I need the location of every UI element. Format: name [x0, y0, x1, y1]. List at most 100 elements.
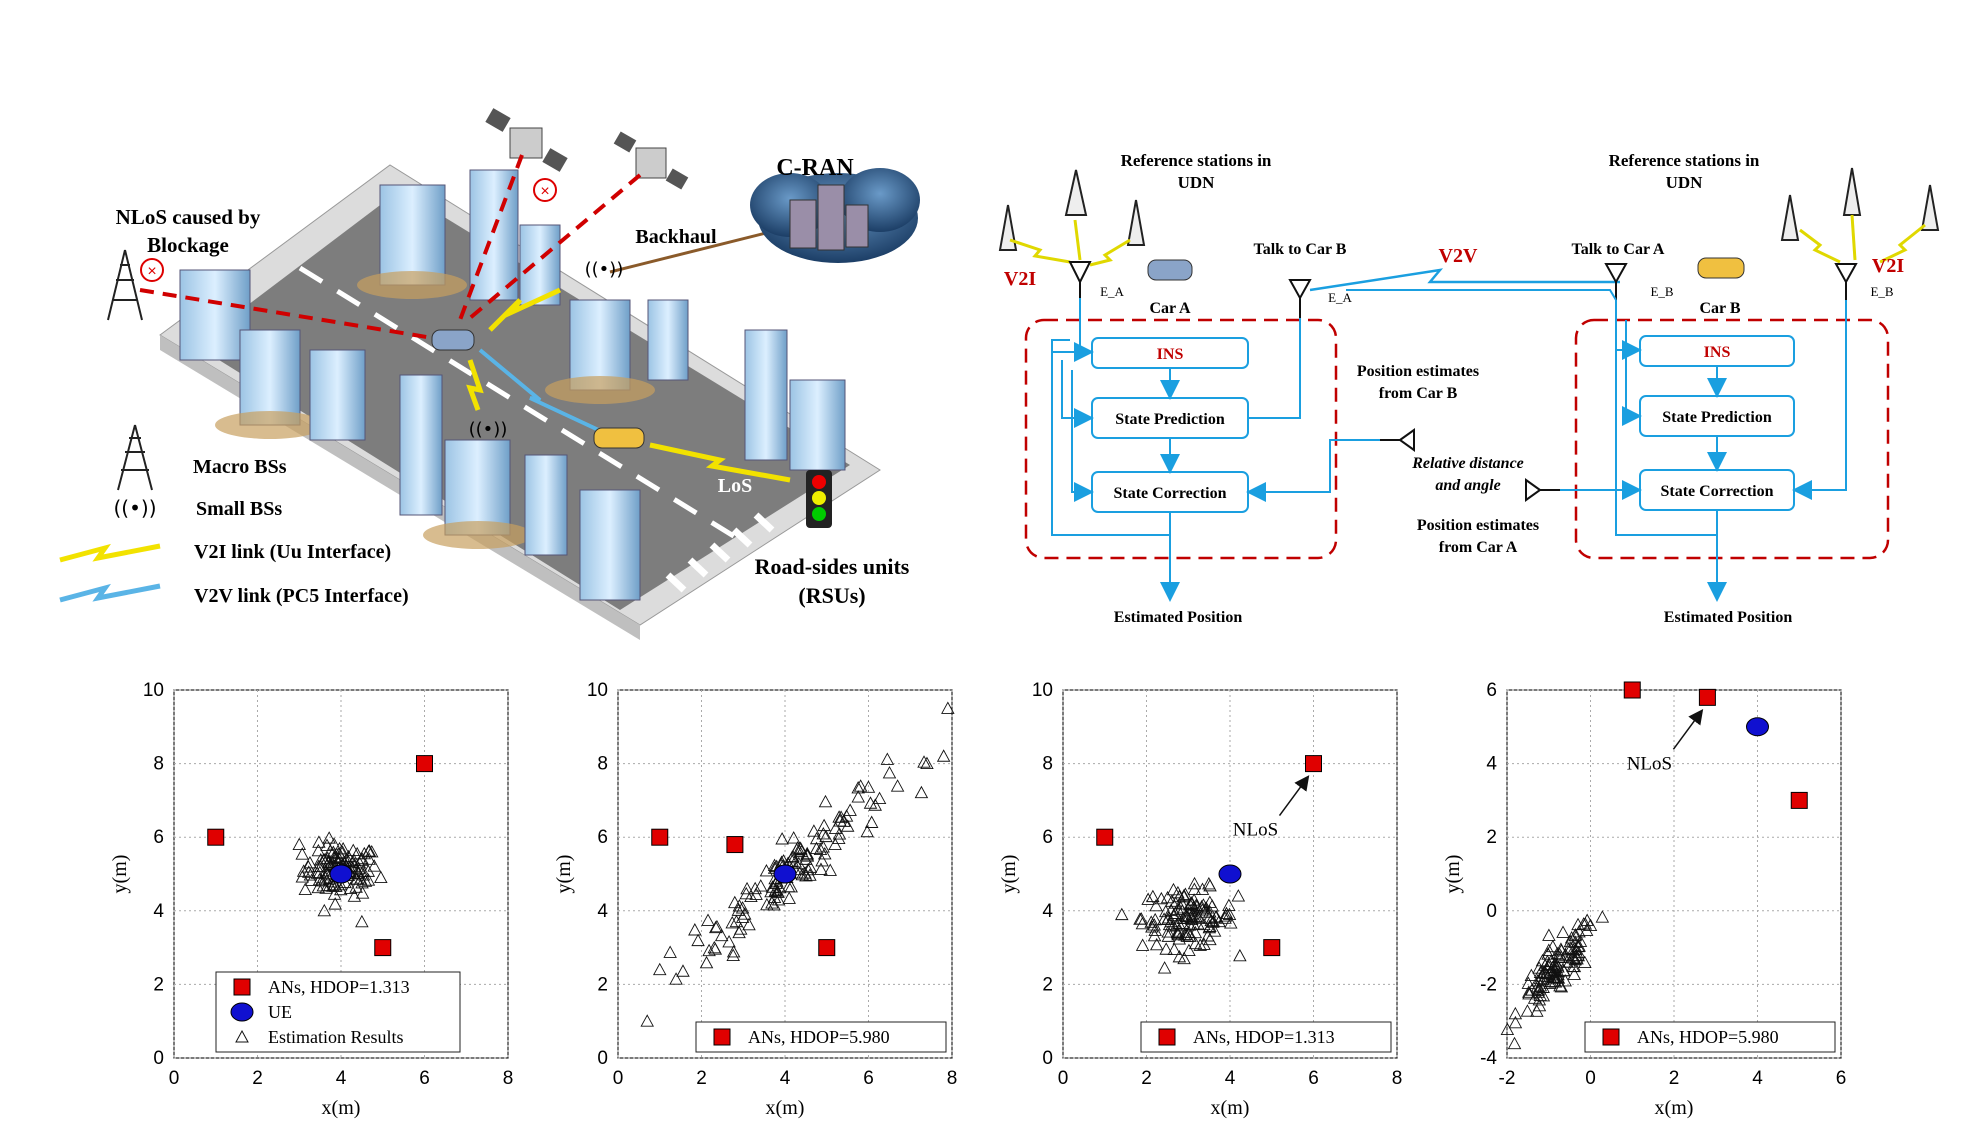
estimate-point	[1179, 927, 1194, 940]
estimate-point	[807, 824, 821, 837]
estimate-point	[868, 798, 882, 811]
estimate-point	[864, 815, 879, 828]
antenna-icon	[1380, 428, 1415, 452]
y-tick-label: 6	[153, 827, 164, 848]
estimate-point	[1550, 970, 1565, 984]
estimate-point	[1532, 961, 1546, 974]
legend-ue-marker	[230, 1002, 254, 1022]
pos-est-from-a: from Car A	[1439, 539, 1518, 556]
estimate-point	[1507, 1036, 1522, 1050]
legend-box	[215, 971, 461, 1053]
scatter-plot-1: 0 2 4 6 8 0 2 4 6 8 10 x(m) y(m) ANs, HDOP=1.313 UE Est…	[109, 680, 513, 1119]
y-axis-label: y(m)	[553, 855, 575, 894]
x-tick-label: 4	[780, 1068, 791, 1089]
estimate-point	[355, 875, 369, 889]
estimate-point	[356, 864, 370, 878]
y-tick-label: -2	[1480, 974, 1497, 995]
estimate-point	[1187, 882, 1202, 895]
y-tick-label: 10	[587, 680, 608, 701]
estimate-point	[1197, 937, 1211, 950]
state-pred-label-b: State Prediction	[1662, 409, 1772, 426]
state-corr-label-a: State Correction	[1114, 485, 1227, 502]
v2v-link-bolt	[478, 348, 621, 442]
v2i-bolt-right	[1850, 214, 1857, 261]
anchor-point	[1096, 828, 1114, 846]
estimate-point	[652, 962, 667, 976]
legend-anchor-marker	[233, 978, 251, 996]
relative-distance: Relative distance	[1411, 455, 1524, 472]
estimate-point	[364, 844, 379, 858]
x-tick-label: 2	[1669, 1068, 1680, 1089]
y-tick-label: 0	[597, 1048, 608, 1069]
pos-est-from-b: from Car B	[1379, 385, 1458, 402]
legend-label: ANs, HDOP=5.980	[748, 1027, 890, 1047]
estimate-point	[1564, 930, 1579, 944]
estimate-point	[1207, 924, 1222, 937]
anchor-point	[416, 755, 433, 773]
legend-label: UE	[268, 1002, 292, 1022]
estimate-point	[341, 849, 356, 863]
estimate-point	[1521, 976, 1536, 989]
estimate-point	[1141, 892, 1155, 905]
estimate-point	[832, 827, 847, 840]
estimate-point	[744, 889, 758, 903]
estimate-point	[669, 972, 683, 985]
x-tick-label: 0	[1058, 1068, 1069, 1089]
estimate-point	[1568, 942, 1583, 955]
estimate-point	[1186, 917, 1201, 930]
y-tick-label: -4	[1480, 1048, 1497, 1069]
estimate-point	[1160, 890, 1175, 904]
estimate-point	[726, 948, 740, 962]
estimate-point	[1538, 958, 1552, 971]
rsu-label: Road-sides units	[755, 554, 910, 579]
estimate-point	[1532, 982, 1547, 995]
y-axis-label: y(m)	[1442, 855, 1464, 894]
estimate-point	[818, 794, 833, 808]
estimate-point	[356, 868, 371, 881]
y-tick-label: 8	[1042, 754, 1053, 775]
estimate-point	[809, 841, 824, 855]
estimate-point	[699, 955, 714, 969]
satellite-icon	[613, 131, 689, 190]
small-bs-icon: ((•))	[585, 259, 624, 280]
estimate-point	[323, 858, 337, 871]
estimate-point	[1542, 943, 1556, 956]
estimate-point	[735, 901, 750, 914]
estimate-point	[861, 780, 876, 793]
estimate-point	[304, 873, 319, 886]
backhaul-label: Backhaul	[635, 226, 717, 248]
estimate-point	[860, 824, 874, 838]
estimate-point	[1175, 916, 1190, 929]
estimate-point	[790, 842, 804, 856]
legend-label: Estimation Results	[268, 1027, 404, 1047]
legend-macro-bs: Macro BSs	[193, 456, 287, 478]
backhaul-link	[609, 230, 771, 274]
estimate-point	[316, 879, 331, 892]
estimate-point	[729, 914, 744, 928]
legend-small-bs: Small BSs	[196, 498, 282, 520]
relative-distance: and angle	[1435, 477, 1500, 494]
estimate-point	[754, 879, 768, 892]
chart-legend: ANs, HDOP=1.313	[1140, 1021, 1392, 1053]
car-a-icon	[431, 329, 475, 351]
v2i-left-label: V2I	[1004, 268, 1036, 290]
e-b-label: E_B	[1870, 284, 1893, 299]
estimate-point	[343, 881, 358, 894]
estimate-point	[735, 910, 750, 923]
anchor-point	[1263, 939, 1281, 957]
satellite-icon	[485, 108, 568, 172]
anchor-point	[818, 939, 836, 957]
estimate-point	[853, 779, 868, 792]
small-bs-icon: ((•))	[113, 496, 156, 520]
estimate-point	[786, 849, 800, 863]
chart-legend: ANs, HDOP=5.980	[695, 1021, 947, 1053]
estimate-point	[1159, 942, 1173, 955]
estimate-point	[708, 942, 723, 955]
v2i-bolt-right	[1879, 223, 1926, 264]
x-axis-label: x(m)	[1655, 1097, 1694, 1119]
estimate-point	[1182, 943, 1196, 957]
nlos-arrow	[1278, 775, 1310, 817]
y-tick-label: 6	[597, 827, 608, 848]
x-tick-label: 4	[336, 1068, 347, 1089]
e-b-label-2: E_B	[1650, 284, 1673, 299]
